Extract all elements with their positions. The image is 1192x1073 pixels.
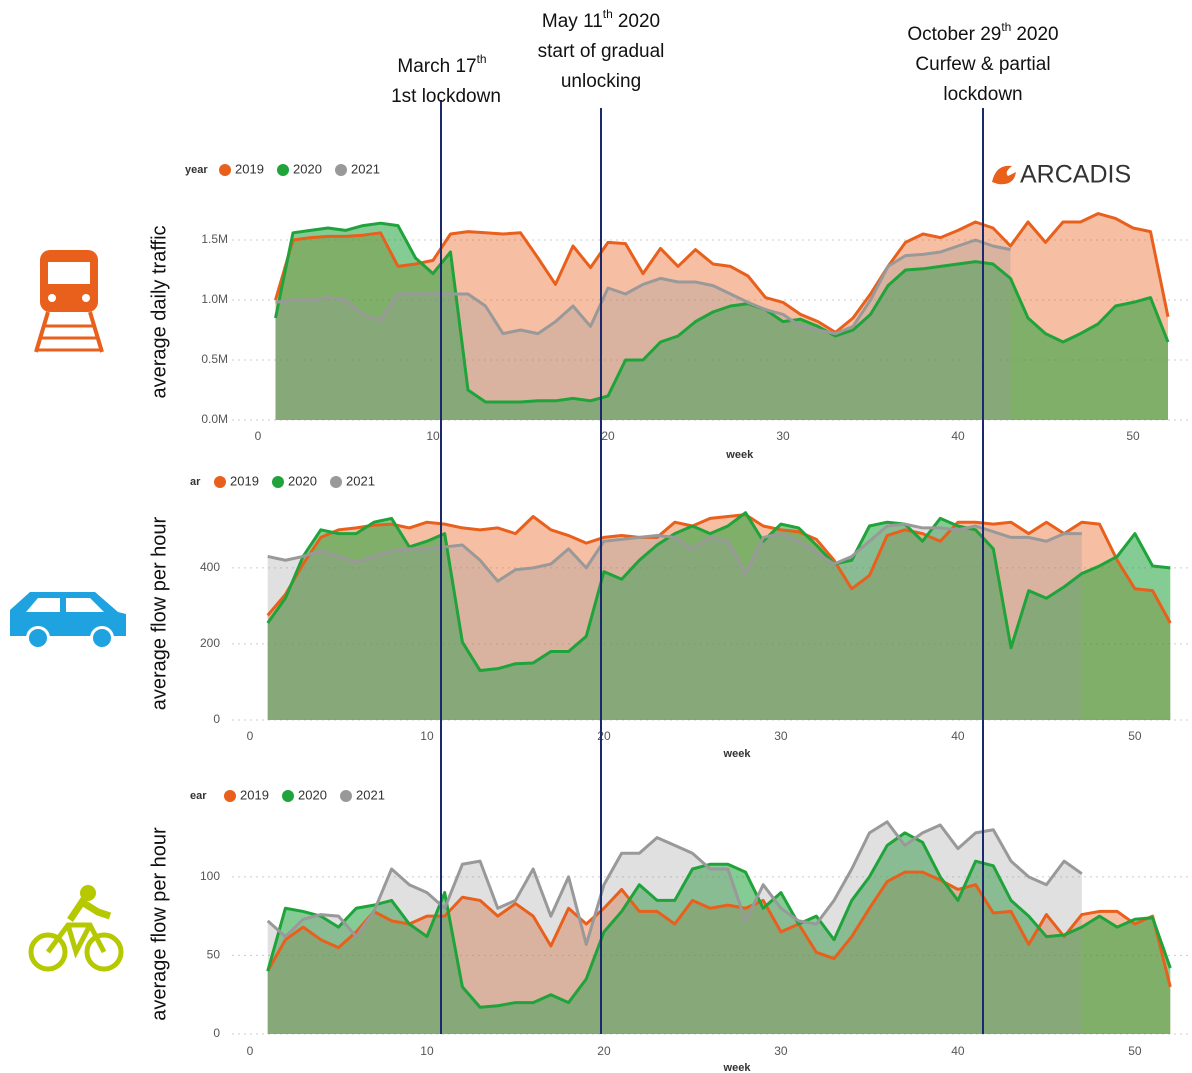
annotation-line-text: 1st lockdown bbox=[391, 86, 501, 107]
legend-label: 2020 bbox=[288, 473, 317, 488]
x-tick-label: 50 bbox=[1128, 729, 1142, 743]
legend-title: ar bbox=[190, 476, 201, 488]
x-tick-label: 10 bbox=[420, 729, 434, 743]
area bbox=[267, 524, 1082, 720]
x-tick-label: 40 bbox=[951, 429, 965, 443]
x-tick-label: 20 bbox=[597, 1044, 611, 1058]
legend-swatch bbox=[335, 164, 347, 176]
legend-label: 2021 bbox=[351, 161, 380, 176]
line bbox=[274, 221, 1170, 404]
x-tick-label: 50 bbox=[1126, 429, 1140, 443]
x-axis-label: week bbox=[723, 748, 752, 760]
area bbox=[275, 240, 1011, 420]
legend-swatch bbox=[330, 476, 342, 488]
annotation-date: March 17 bbox=[397, 56, 476, 77]
legend-swatch bbox=[219, 164, 231, 176]
legend-title: ear bbox=[190, 790, 207, 802]
legend-swatch bbox=[272, 476, 284, 488]
annotation-line-text: start of gradual bbox=[538, 41, 665, 62]
annotation-year: 2020 bbox=[1016, 24, 1058, 45]
x-tick-label: 30 bbox=[776, 429, 790, 443]
y-tick-label: 1.5M bbox=[201, 232, 228, 246]
annotation-date: October 29 bbox=[907, 24, 1001, 45]
area bbox=[267, 512, 1171, 720]
annotation: March 17th bbox=[397, 52, 486, 77]
y-tick-label: 1.0M bbox=[201, 292, 228, 306]
legend-label: 2020 bbox=[293, 161, 322, 176]
y-axis-title: average daily traffic bbox=[148, 225, 170, 398]
annotation-line-text: unlocking bbox=[561, 71, 641, 92]
x-tick-label: 50 bbox=[1128, 1044, 1142, 1058]
legend-swatch bbox=[277, 164, 289, 176]
logo-text: ARCADIS bbox=[1020, 161, 1131, 189]
y-tick-label: 200 bbox=[200, 636, 220, 650]
annotation-suffix: th bbox=[1001, 20, 1011, 34]
y-tick-label: 100 bbox=[200, 869, 220, 883]
x-tick-label: 30 bbox=[774, 729, 788, 743]
line bbox=[275, 238, 1011, 336]
y-tick-label: 400 bbox=[200, 560, 220, 574]
x-tick-label: 40 bbox=[951, 729, 965, 743]
line bbox=[266, 870, 1172, 988]
x-tick-label: 20 bbox=[597, 729, 611, 743]
x-axis-label: week bbox=[723, 1062, 752, 1073]
legend-label: 2019 bbox=[240, 787, 269, 802]
y-tick-label: 0.0M bbox=[201, 412, 228, 426]
x-tick-label: 20 bbox=[601, 429, 615, 443]
x-tick-label: 0 bbox=[247, 729, 254, 743]
x-tick-label: 0 bbox=[247, 1044, 254, 1058]
legend-swatch bbox=[340, 790, 352, 802]
x-tick-label: 10 bbox=[426, 429, 440, 443]
annotation-suffix: th bbox=[477, 52, 487, 66]
y-tick-label: 0 bbox=[213, 1026, 220, 1040]
plots: 0.0M 0.5M 1.0M 1.5M 0 10 20 30 40 50 week average d… bbox=[148, 161, 1188, 1073]
car-icon bbox=[10, 592, 126, 650]
y-tick-label: 0 bbox=[213, 712, 220, 726]
y-axis-title: average flow per hour bbox=[148, 827, 170, 1021]
line bbox=[274, 212, 1170, 334]
legend-label: 2020 bbox=[298, 787, 327, 802]
legend-label: 2021 bbox=[346, 473, 375, 488]
legend-title: year bbox=[185, 164, 208, 176]
area bbox=[267, 821, 1082, 1034]
legend-swatch bbox=[214, 476, 226, 488]
annotation: October 29th 2020 bbox=[907, 20, 1058, 45]
y-tick-label: 0.5M bbox=[201, 352, 228, 366]
area bbox=[275, 223, 1168, 420]
legend-swatch bbox=[282, 790, 294, 802]
logo: ARCADIS bbox=[992, 161, 1131, 189]
legend-swatch bbox=[224, 790, 236, 802]
x-tick-label: 10 bbox=[420, 1044, 434, 1058]
line bbox=[266, 513, 1172, 624]
x-tick-label: 0 bbox=[255, 429, 262, 443]
line bbox=[266, 820, 1083, 946]
x-axis-label: week bbox=[725, 449, 754, 461]
legend-label: 2021 bbox=[356, 787, 385, 802]
annotation-suffix: th bbox=[603, 7, 613, 21]
annotation-line-text: Curfew & partial bbox=[915, 54, 1050, 75]
x-tick-label: 30 bbox=[774, 1044, 788, 1058]
train-icon bbox=[34, 250, 104, 353]
bike-icon bbox=[28, 885, 124, 972]
line bbox=[266, 511, 1171, 673]
line bbox=[267, 522, 1082, 583]
legend-label: 2019 bbox=[235, 161, 264, 176]
line bbox=[266, 831, 1172, 1009]
y-axis-title: average flow per hour bbox=[148, 516, 170, 710]
y-tick-label: 50 bbox=[207, 948, 221, 962]
annotation-year: 2020 bbox=[618, 11, 660, 32]
annotation-date: May 11 bbox=[542, 11, 603, 32]
x-tick-label: 40 bbox=[951, 1044, 965, 1058]
annotation: May 11th 2020 bbox=[542, 7, 660, 32]
annotation-line-text: lockdown bbox=[943, 84, 1022, 105]
legend-label: 2019 bbox=[230, 473, 259, 488]
